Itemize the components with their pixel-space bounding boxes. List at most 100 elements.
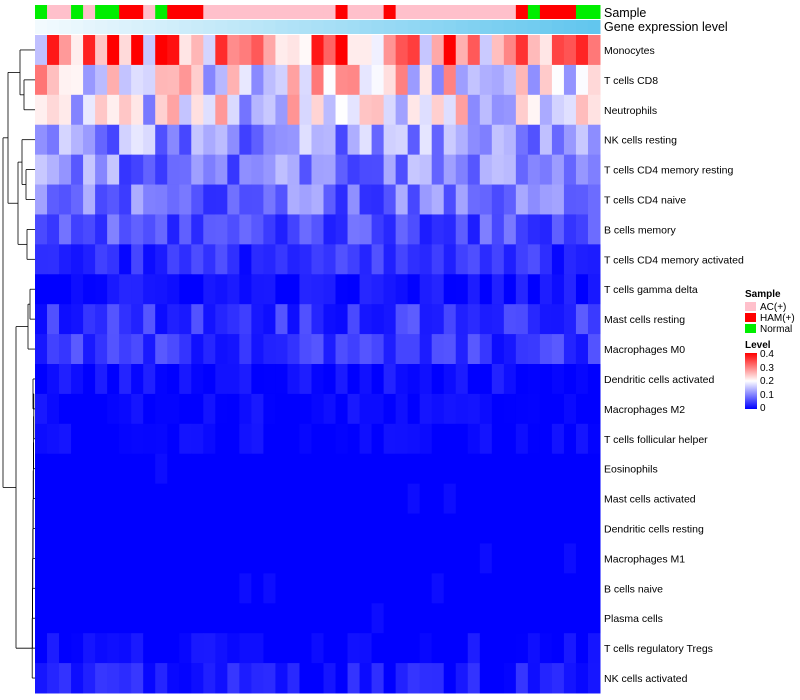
sample-cell — [311, 5, 325, 19]
heatmap-cell — [335, 274, 349, 305]
legend-level-title: Level — [745, 340, 771, 351]
heatmap-cell — [47, 603, 60, 634]
heatmap-cell — [251, 304, 264, 335]
heatmap-cell — [551, 663, 565, 694]
heatmap-cell — [107, 274, 120, 305]
heatmap-cell — [455, 603, 469, 634]
heatmap-cell — [503, 543, 517, 574]
heatmap-cell — [95, 453, 108, 485]
heatmap-cell — [455, 453, 469, 485]
heatmap-cell — [263, 274, 276, 305]
heatmap-cell — [443, 453, 457, 485]
sample-cell — [71, 5, 84, 19]
heatmap-cell — [587, 483, 601, 515]
row-label: Dendritic cells resting — [604, 524, 704, 536]
heatmap-cell — [191, 364, 204, 395]
heatmap-cell — [143, 35, 156, 66]
heatmap-cell — [587, 364, 601, 395]
heatmap-cell — [407, 244, 421, 275]
gene-expression-cell — [71, 20, 84, 34]
heatmap-cell — [479, 184, 493, 215]
heatmap-cell — [203, 603, 216, 634]
heatmap-cell — [503, 513, 517, 544]
heatmap-cell — [227, 453, 240, 485]
heatmap-cell — [299, 513, 312, 544]
heatmap-cell — [407, 513, 421, 544]
heatmap-cell — [131, 483, 144, 515]
heatmap-cell — [179, 364, 192, 395]
heatmap-cell — [263, 244, 276, 275]
heatmap-cell — [347, 184, 361, 215]
heatmap-cell — [83, 154, 96, 186]
gene-expression-cell — [347, 20, 361, 34]
heatmap-cell — [275, 94, 288, 126]
heatmap-cell — [419, 573, 433, 604]
heatmap-cell — [395, 633, 409, 664]
heatmap-cell — [551, 184, 565, 215]
heatmap-cell — [419, 244, 433, 275]
heatmap-cell — [563, 483, 577, 515]
heatmap-cell — [263, 124, 276, 156]
heatmap-cell — [527, 423, 541, 455]
heatmap-cell — [467, 423, 481, 455]
heatmap-cell — [371, 244, 385, 275]
heatmap-cell — [107, 573, 120, 604]
heatmap-cell — [35, 543, 48, 574]
heatmap-cell — [215, 35, 228, 66]
heatmap-cell — [407, 94, 421, 126]
heatmap-cell — [83, 633, 96, 664]
heatmap-cell — [395, 334, 409, 365]
heatmap-cell — [227, 35, 240, 66]
sample-cell — [455, 5, 469, 19]
heatmap-cell — [275, 154, 288, 186]
heatmap-cell — [551, 154, 565, 186]
sample-cell — [383, 5, 397, 19]
heatmap-cell — [215, 184, 228, 215]
heatmap-cell — [179, 393, 192, 425]
heatmap-cell — [47, 453, 60, 485]
heatmap-cell — [563, 94, 577, 126]
heatmap-cell — [527, 393, 541, 425]
heatmap-cell — [71, 573, 84, 604]
heatmap-cell — [527, 364, 541, 395]
heatmap-cell — [503, 483, 517, 515]
heatmap-cell — [239, 513, 252, 544]
sample-cell — [395, 5, 409, 19]
heatmap-cell — [311, 393, 325, 425]
heatmap-cell — [299, 483, 312, 515]
heatmap-cell — [107, 663, 120, 694]
gene-expression-cell — [275, 20, 288, 34]
heatmap-cell — [335, 423, 349, 455]
heatmap-cell — [431, 483, 445, 515]
heatmap-cell — [35, 35, 48, 66]
heatmap-cell — [35, 334, 48, 365]
heatmap-cell — [35, 154, 48, 186]
heatmap-cell — [419, 543, 433, 574]
heatmap-cell — [539, 94, 553, 126]
heatmap-cell — [575, 64, 589, 96]
heatmap-cell — [179, 334, 192, 365]
heatmap-cell — [371, 304, 385, 335]
heatmap-cell — [311, 364, 325, 395]
heatmap-cell — [83, 513, 96, 544]
heatmap-cell — [371, 603, 385, 634]
heatmap-cell — [503, 453, 517, 485]
heatmap-cell — [167, 573, 180, 604]
heatmap-cell — [347, 94, 361, 126]
heatmap-cell — [287, 423, 300, 455]
heatmap-cell — [563, 35, 577, 66]
heatmap-cell — [587, 393, 601, 425]
heatmap-cell — [95, 603, 108, 634]
heatmap-cell — [215, 513, 228, 544]
heatmap-cell — [107, 64, 120, 96]
heatmap-cell — [479, 334, 493, 365]
heatmap-cell — [443, 244, 457, 275]
heatmap-cell — [263, 184, 276, 215]
heatmap-cell — [263, 393, 276, 425]
heatmap-cell — [167, 483, 180, 515]
heatmap-cell — [155, 154, 168, 186]
heatmap-cell — [179, 453, 192, 485]
heatmap-cell — [191, 603, 204, 634]
sample-cell — [323, 5, 337, 19]
heatmap-cell — [323, 603, 337, 634]
